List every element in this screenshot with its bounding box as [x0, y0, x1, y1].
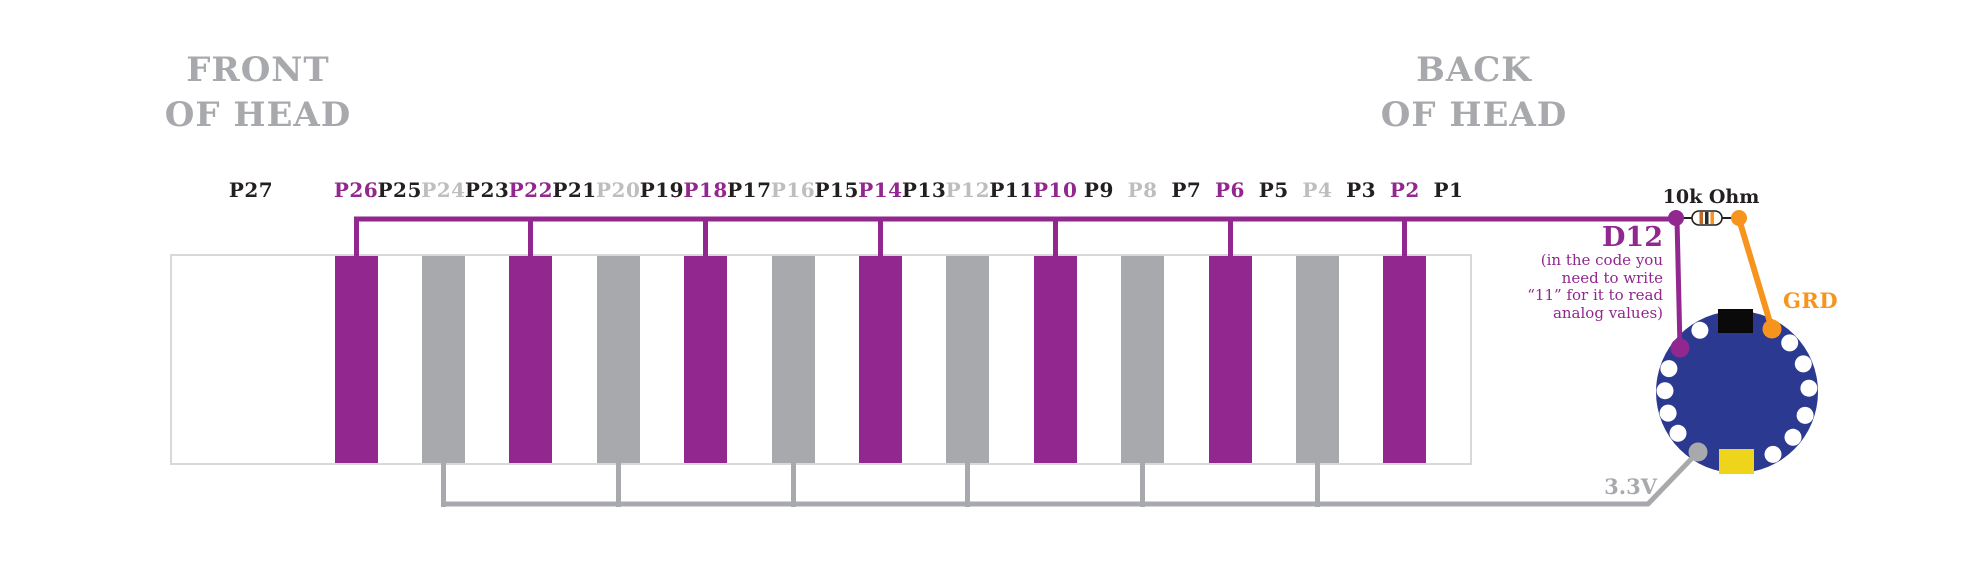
pin-label-p10: P10 — [1033, 178, 1078, 202]
grd-pad-dot — [1762, 319, 1782, 339]
electrode-bar-p22 — [509, 256, 553, 463]
pin-label-p20: P20 — [596, 178, 641, 202]
back-of-head-label: BACK OF HEAD — [1346, 48, 1602, 138]
board-pad-hole — [1669, 424, 1687, 442]
board-pad-hole — [1781, 334, 1799, 352]
usb-connector — [1718, 309, 1753, 333]
bus-stem-p22 — [528, 217, 534, 257]
bus-stem-p8 — [1140, 463, 1146, 507]
pin-label-p19: P19 — [639, 178, 685, 202]
pin-label-p7: P7 — [1171, 178, 1202, 202]
electrode-bar-p4 — [1295, 256, 1339, 463]
board-pad-hole — [1656, 382, 1674, 400]
pin-label-p25: P25 — [377, 178, 422, 202]
pin-label-p15: P15 — [814, 178, 859, 202]
electrode-bar-p24 — [421, 256, 465, 463]
microcontroller-board — [1656, 311, 1818, 473]
battery-connector — [1719, 449, 1754, 474]
electrode-bar-p10 — [1033, 256, 1077, 463]
pin-label-p27: P27 — [228, 178, 274, 202]
d12-note-line1: (in the code you — [1540, 251, 1663, 269]
pin-label-p23: P23 — [464, 178, 510, 202]
pin-label-p2: P2 — [1389, 178, 1420, 202]
board-pad-hole — [1784, 428, 1802, 446]
grd-pin-label: GRD — [1783, 288, 1839, 313]
electrode-bar-p16 — [771, 256, 815, 463]
pin-label-p8: P8 — [1127, 178, 1158, 202]
pin-label-p26: P26 — [333, 178, 379, 202]
headband-strip — [170, 254, 1472, 465]
board-pad-hole — [1794, 355, 1812, 373]
front-of-head-label: FRONT OF HEAD — [130, 48, 386, 138]
pin-label-p3: P3 — [1346, 178, 1377, 202]
pin-label-p12: P12 — [945, 178, 990, 202]
pin-label-p14: P14 — [858, 178, 903, 202]
resistor-value-label: 10k Ohm — [1662, 186, 1760, 208]
pin-label-p11: P11 — [989, 178, 1034, 202]
v33-pin-label: 3.3V — [1604, 474, 1657, 499]
pin-label-p5: P5 — [1258, 178, 1289, 202]
bus-stem-p14 — [877, 217, 883, 257]
bus-stem-p18 — [703, 217, 709, 257]
board-pad-hole — [1659, 404, 1677, 422]
pin-label-p4: P4 — [1302, 178, 1333, 202]
pin-label-p9: P9 — [1083, 178, 1114, 202]
bus-stem-p12 — [965, 463, 971, 507]
bus-stem-p24 — [440, 463, 446, 507]
grd-wire — [1736, 218, 1775, 330]
front-of-head-line1: FRONT — [186, 50, 330, 90]
d12-pin-label: D12 — [1602, 222, 1663, 253]
board-pad-ring — [1656, 321, 1818, 463]
resistor-band-orange — [1710, 212, 1714, 224]
electrode-bar-p18 — [684, 256, 728, 463]
bus-stem-p4 — [1314, 463, 1320, 507]
bus-stem-p20 — [615, 463, 621, 507]
bus-stem-p6 — [1227, 217, 1233, 257]
electrode-bar-p8 — [1121, 256, 1165, 463]
pin-label-p13: P13 — [901, 178, 947, 202]
bus-stem-p2 — [1402, 217, 1408, 257]
pin-label-p6: P6 — [1215, 178, 1245, 202]
pin-label-p21: P21 — [552, 178, 597, 202]
d12-pad-dot — [1670, 338, 1690, 358]
electrode-bar-p14 — [858, 256, 902, 463]
board-pad-hole — [1691, 321, 1709, 339]
pin-label-p17: P17 — [727, 178, 772, 202]
front-of-head-line2: OF HEAD — [164, 95, 352, 135]
ground-bus-wire — [441, 450, 1700, 507]
back-of-head-line2: OF HEAD — [1380, 95, 1568, 135]
pin-label-p24: P24 — [421, 178, 466, 202]
resistor-band-brown — [1699, 212, 1703, 224]
d12-annotation: D12 (in the code you need to write “11” … — [1470, 224, 1663, 322]
resistor-band-black — [1705, 212, 1709, 224]
pin-label-p1: P1 — [1433, 178, 1464, 202]
electrode-bar-p26 — [334, 256, 378, 463]
pin-label-p18: P18 — [683, 178, 728, 202]
bus-stem-p16 — [790, 463, 796, 507]
back-of-head-line1: BACK — [1416, 50, 1532, 90]
bus-stem-p10 — [1052, 217, 1058, 257]
electrode-bar-p2 — [1383, 256, 1427, 463]
pin-label-p22: P22 — [508, 178, 553, 202]
v33-pad-dot — [1688, 442, 1708, 462]
bus-stem-p26 — [353, 217, 359, 257]
board-pad-hole — [1764, 445, 1782, 463]
board-pad-hole — [1800, 379, 1818, 397]
d12-note-line2: need to write — [1561, 268, 1663, 287]
pin-label-p16: P16 — [770, 178, 816, 202]
electrode-bar-p12 — [946, 256, 990, 463]
electrode-bar-p6 — [1208, 256, 1252, 463]
d12-wire — [1674, 218, 1683, 349]
board-pad-hole — [1796, 406, 1814, 424]
electrode-bar-p20 — [596, 256, 640, 463]
d12-note-line3: “11” for it to read — [1527, 286, 1663, 304]
resistor-ground-junction-dot — [1731, 210, 1747, 226]
bus-resistor-junction-dot — [1668, 210, 1684, 226]
board-pad-hole — [1660, 360, 1678, 378]
d12-note-line4: analog values) — [1552, 303, 1663, 322]
